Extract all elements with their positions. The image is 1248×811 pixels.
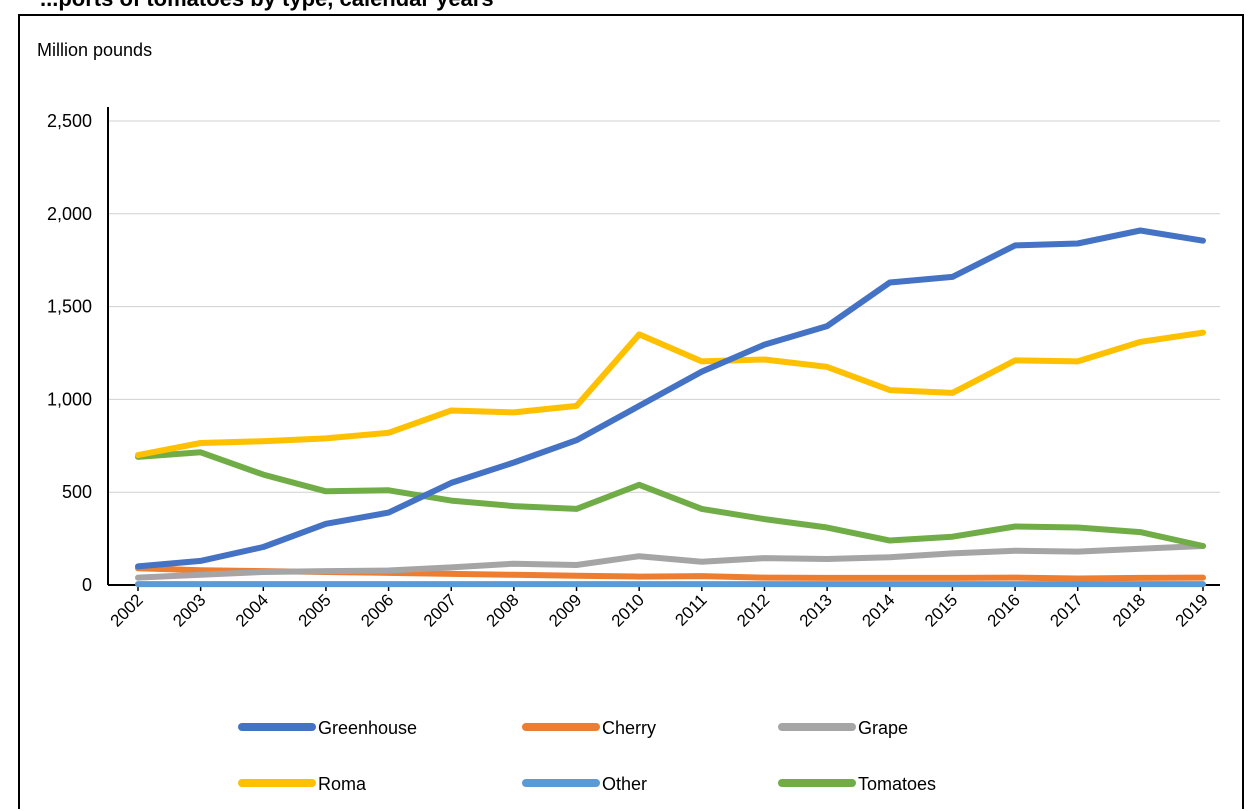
- chart-title: ...ports of tomatoes by type, calendar y…: [40, 0, 494, 12]
- x-tick-label: 2012: [733, 590, 773, 630]
- y-tick-label: 0: [82, 575, 92, 595]
- series-line-tomatoes: [135, 449, 1206, 549]
- y-tick-label: 2,000: [47, 204, 92, 224]
- series-line-grape: [135, 543, 1206, 581]
- x-tick-label: 2002: [107, 590, 147, 630]
- legend-label-other: Other: [602, 774, 647, 794]
- legend-label-tomatoes: Tomatoes: [858, 774, 936, 794]
- y-tick-label: 1,000: [47, 389, 92, 409]
- chart-frame: [18, 14, 1244, 809]
- x-tick-label: 2018: [1109, 590, 1149, 630]
- series-line-greenhouse: [135, 227, 1206, 570]
- x-tick-label: 2005: [295, 590, 335, 630]
- x-tick-label: 2016: [984, 590, 1024, 630]
- x-tick-label: 2013: [796, 590, 836, 630]
- x-tick-label: 2008: [483, 590, 523, 630]
- x-tick-label: 2006: [357, 590, 397, 630]
- chart-title-strip: ...ports of tomatoes by type, calendar y…: [0, 0, 1248, 14]
- x-tick-label: 2017: [1046, 590, 1086, 630]
- legend-label-cherry: Cherry: [602, 718, 656, 738]
- y-tick-label: 1,500: [47, 297, 92, 317]
- series-line-roma: [135, 329, 1206, 459]
- y-tick-label: 2,500: [47, 111, 92, 131]
- y-axis-unit-label: Million pounds: [37, 40, 153, 60]
- legend-label-greenhouse: Greenhouse: [318, 718, 417, 738]
- legend-label-roma: Roma: [318, 774, 367, 794]
- x-tick-label: 2007: [420, 590, 460, 630]
- x-tick-label: 2003: [169, 590, 209, 630]
- x-tick-label: 2019: [1172, 590, 1212, 630]
- x-tick-label: 2009: [545, 590, 585, 630]
- x-tick-label: 2004: [232, 590, 272, 630]
- x-tick-label: 2014: [858, 590, 898, 630]
- x-tick-label: 2011: [671, 590, 710, 629]
- x-tick-label: 2010: [608, 590, 648, 630]
- y-tick-label: 500: [62, 482, 92, 502]
- x-tick-label: 2015: [921, 590, 961, 630]
- legend-label-grape: Grape: [858, 718, 908, 738]
